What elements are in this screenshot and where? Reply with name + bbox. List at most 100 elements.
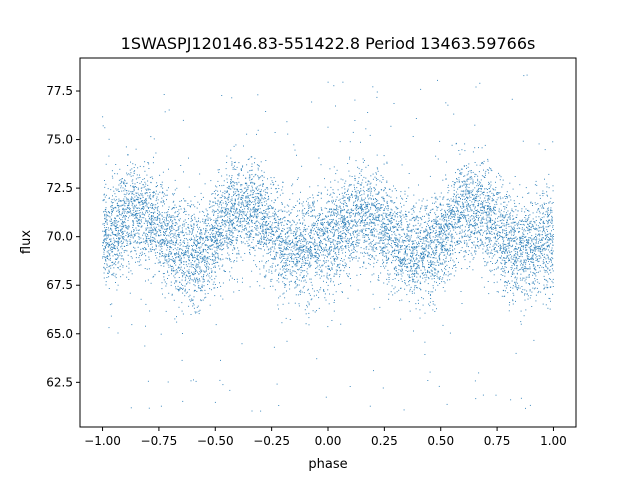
- data-point: [149, 206, 151, 208]
- data-point: [348, 196, 350, 198]
- data-point: [150, 226, 152, 228]
- data-point: [439, 242, 441, 244]
- data-point: [265, 230, 267, 232]
- data-point: [185, 247, 187, 249]
- data-point: [505, 248, 507, 250]
- data-point: [240, 218, 241, 220]
- data-point: [422, 266, 424, 268]
- data-point: [119, 265, 121, 267]
- data-point: [404, 263, 405, 265]
- data-point: [251, 202, 252, 204]
- data-point: [159, 249, 161, 251]
- data-point: [330, 238, 332, 239]
- data-point: [201, 254, 203, 256]
- data-point: [516, 277, 518, 279]
- data-point: [527, 193, 529, 194]
- data-point: [253, 260, 255, 262]
- data-point: [256, 225, 258, 227]
- data-point: [183, 254, 185, 255]
- data-point: [304, 238, 306, 239]
- data-point: [240, 191, 242, 193]
- data-point: [160, 405, 162, 407]
- data-point: [153, 233, 155, 235]
- data-point: [516, 273, 518, 275]
- data-point: [388, 236, 390, 238]
- data-point: [205, 296, 207, 298]
- data-point: [515, 253, 517, 254]
- data-point: [288, 241, 290, 243]
- data-point: [229, 185, 231, 187]
- data-point: [401, 265, 403, 267]
- data-point: [462, 206, 464, 207]
- data-point: [258, 234, 259, 236]
- data-point: [152, 239, 154, 241]
- data-point: [268, 228, 270, 230]
- data-point: [257, 240, 259, 242]
- data-point: [112, 177, 114, 179]
- data-point: [543, 284, 545, 286]
- data-point: [537, 248, 539, 250]
- data-point: [358, 177, 360, 179]
- data-point: [468, 187, 470, 188]
- data-point: [105, 229, 107, 231]
- data-point: [237, 224, 238, 226]
- data-point: [260, 237, 262, 239]
- data-point: [123, 198, 125, 200]
- data-point: [278, 274, 279, 275]
- data-point: [126, 208, 128, 210]
- data-point: [456, 191, 457, 193]
- data-point: [433, 230, 434, 232]
- data-point: [343, 224, 345, 226]
- data-point: [494, 254, 496, 256]
- data-point: [372, 86, 374, 88]
- data-point: [394, 255, 396, 257]
- data-point: [272, 258, 274, 260]
- data-point: [332, 218, 334, 220]
- data-point: [226, 174, 228, 176]
- data-point: [413, 292, 415, 294]
- data-point: [263, 243, 265, 244]
- data-point: [531, 258, 532, 260]
- data-point: [307, 250, 309, 252]
- data-point: [303, 227, 305, 229]
- data-point: [452, 207, 453, 209]
- data-point: [448, 261, 450, 262]
- data-point: [354, 246, 356, 248]
- data-point: [287, 258, 289, 260]
- data-point: [105, 238, 107, 240]
- data-point: [207, 223, 209, 225]
- data-point: [221, 204, 222, 206]
- data-point: [511, 228, 513, 230]
- data-point: [109, 238, 111, 240]
- data-point: [189, 231, 191, 233]
- data-point: [534, 273, 536, 275]
- data-point: [425, 229, 427, 231]
- data-point: [400, 220, 402, 222]
- data-point: [294, 246, 296, 248]
- data-point: [395, 226, 397, 228]
- data-point: [221, 249, 223, 250]
- data-point: [301, 239, 303, 241]
- data-point: [345, 235, 347, 237]
- data-point: [159, 217, 161, 219]
- data-point: [289, 284, 290, 286]
- data-point: [432, 267, 434, 269]
- data-point: [527, 223, 528, 225]
- data-point: [413, 273, 415, 275]
- data-point: [464, 150, 466, 152]
- data-point: [539, 218, 541, 220]
- data-point: [264, 189, 266, 191]
- data-point: [393, 219, 395, 221]
- data-point: [271, 207, 273, 209]
- data-point: [217, 245, 219, 247]
- data-point: [376, 230, 378, 232]
- data-point: [384, 212, 386, 214]
- data-point: [148, 215, 150, 217]
- data-point: [404, 283, 406, 285]
- data-point: [470, 232, 472, 234]
- data-point: [344, 246, 346, 247]
- data-point: [494, 225, 496, 227]
- data-point: [490, 211, 492, 213]
- data-point: [385, 255, 387, 257]
- data-point: [134, 200, 136, 202]
